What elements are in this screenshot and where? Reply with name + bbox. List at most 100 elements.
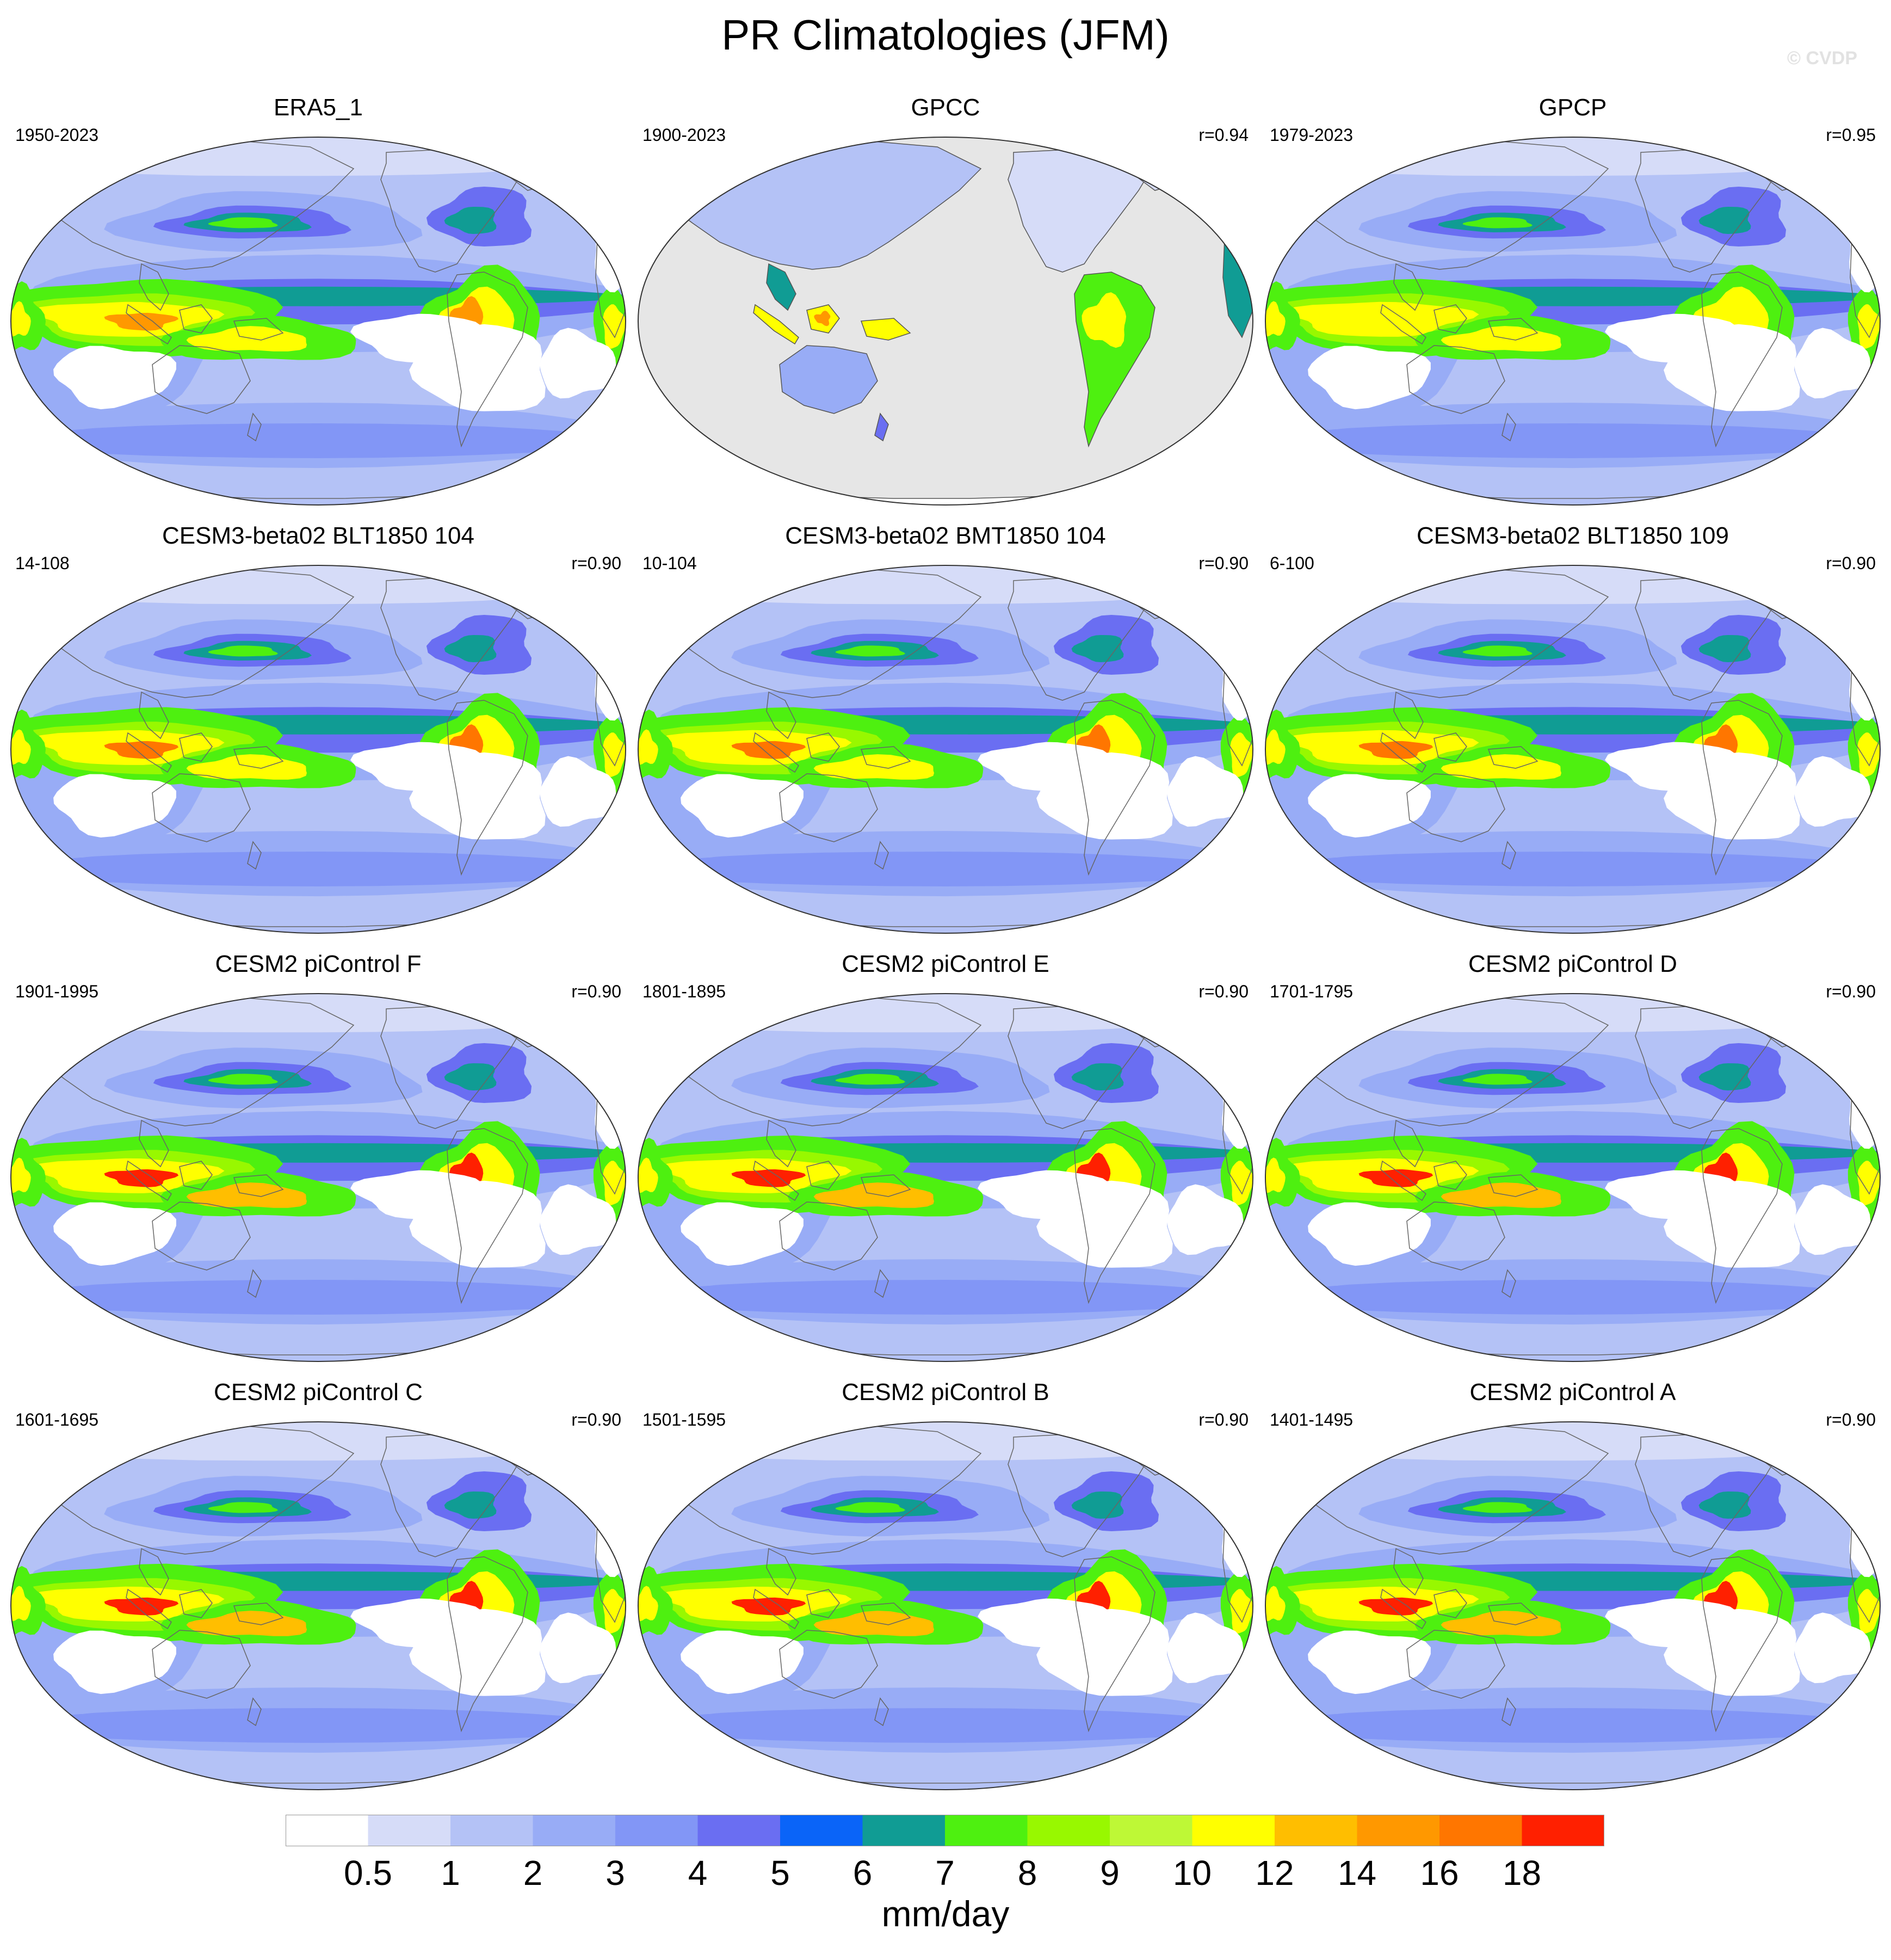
precip-africa-core xyxy=(603,732,626,777)
precip-warm-pool-peak xyxy=(731,1597,806,1616)
precip-spcz-core xyxy=(1441,1182,1561,1208)
panel-correlation: r=0.90 xyxy=(1826,553,1876,573)
precip-dry-south-indian xyxy=(681,1630,804,1694)
panel-correlation: r=0.90 xyxy=(571,982,621,1001)
coast-indochina xyxy=(766,1548,796,1596)
precip-west-indian-core xyxy=(638,1157,658,1193)
coast-borneo xyxy=(179,304,213,334)
map-frame xyxy=(10,565,626,934)
panel-title: CESM3-beta02 BLT1850 104 xyxy=(162,522,474,549)
coast-southamerica xyxy=(1074,1556,1155,1733)
colorbar-swatch xyxy=(1357,1815,1440,1846)
panel-title: CESM2 piControl D xyxy=(1468,951,1677,977)
precip-dry-south-indian xyxy=(1308,1630,1431,1694)
colorbar-tick-label: 12 xyxy=(1255,1853,1294,1893)
precip-southern-ocean-inner xyxy=(22,852,626,886)
coast-borneo xyxy=(179,1161,213,1190)
precip-north-pacific-inner xyxy=(208,217,279,229)
precip-map xyxy=(10,993,626,1362)
map-frame xyxy=(1265,137,1881,506)
precip-north-pacific-inner xyxy=(208,1074,279,1085)
coast-borneo xyxy=(806,732,840,762)
precip-west-indian-core xyxy=(11,301,31,337)
colorbar-tick-label: 9 xyxy=(1100,1853,1120,1893)
precip-dry-southeast-atlantic xyxy=(540,328,616,399)
map-frame xyxy=(638,565,1253,934)
precip-map xyxy=(10,1421,626,1790)
coast-sumatra xyxy=(126,1588,172,1630)
precip-spcz-core xyxy=(186,1182,307,1208)
panel-years: 1601-1695 xyxy=(15,1410,99,1429)
coast-australia xyxy=(152,1201,251,1271)
coast-newguinea xyxy=(860,746,911,769)
colorbar-swatch xyxy=(450,1815,533,1846)
colorbar-swatch xyxy=(615,1815,698,1846)
coast-borneo xyxy=(1433,1589,1467,1618)
map-panel: CESM3-beta02 BMT1850 104 10-104 r=0.90 xyxy=(633,521,1258,951)
coast-africa xyxy=(1222,1068,1253,1195)
precip-southern-ocean-inner xyxy=(22,1280,626,1315)
panel-title: GPCP xyxy=(1538,94,1607,121)
precip-map xyxy=(10,137,626,506)
map-frame xyxy=(1265,565,1881,934)
coast-indochina xyxy=(139,263,169,311)
precip-map xyxy=(1265,993,1881,1362)
precip-warm-pool-peak xyxy=(1358,312,1433,331)
panel-correlation: r=0.90 xyxy=(1198,1410,1249,1429)
precip-southern-ocean-inner xyxy=(649,1280,1253,1315)
coast-indochina xyxy=(1393,691,1424,739)
coast-borneo xyxy=(806,1589,840,1618)
precip-warm-pool-peak xyxy=(104,741,179,759)
colorbar-swatch xyxy=(1439,1815,1522,1846)
precip-dry-southeast-atlantic xyxy=(1794,756,1871,827)
map-panel: GPCP 1979-2023 r=0.95 xyxy=(1260,93,1886,522)
precip-spcz-core xyxy=(1441,326,1561,352)
precip-southern-ocean-inner xyxy=(1276,1708,1880,1743)
colorbar-swatch xyxy=(780,1815,863,1846)
land-newguinea xyxy=(860,318,911,341)
coast-sumatra xyxy=(1380,1588,1426,1630)
precip-spcz-core xyxy=(186,1611,307,1636)
colorbar-tick-label: 6 xyxy=(852,1853,873,1893)
panel-years: 6-100 xyxy=(1270,553,1314,573)
map-panel: CESM2 piControl D 1701-1795 r=0.90 xyxy=(1260,949,1886,1379)
precip-dry-south-indian xyxy=(1308,774,1431,838)
coast-newguinea xyxy=(860,1174,911,1197)
precip-southern-ocean-inner xyxy=(1276,852,1880,886)
precip-dry-south-indian xyxy=(1308,346,1431,410)
coast-africa xyxy=(595,639,626,767)
coast-africa xyxy=(1850,639,1880,767)
coast-newguinea xyxy=(1487,1174,1538,1197)
map-frame xyxy=(10,993,626,1362)
panel-years: 1900-2023 xyxy=(642,125,726,145)
panel-correlation: r=0.90 xyxy=(1198,982,1249,1001)
coast-borneo xyxy=(179,732,213,762)
map-panel: CESM2 piControl C 1601-1695 r=0.90 xyxy=(5,1377,631,1807)
coast-southamerica xyxy=(1701,1128,1783,1304)
colorbar-swatch xyxy=(1522,1815,1604,1846)
watermark: © CVDP xyxy=(1787,48,1857,69)
coast-indochina xyxy=(139,1548,169,1596)
borneo-rain-core xyxy=(814,310,831,326)
coast-newguinea xyxy=(233,1602,284,1625)
colorbar-border xyxy=(286,1815,1604,1846)
coast-sumatra xyxy=(126,304,172,345)
coast-australia xyxy=(1406,1630,1505,1699)
panel-correlation: r=0.95 xyxy=(1826,125,1876,145)
coast-africa xyxy=(1850,1068,1880,1195)
colorbar-swatch xyxy=(697,1815,781,1846)
colorbar-swatch xyxy=(368,1815,451,1846)
map-panel: CESM3-beta02 BLT1850 109 6-100 r=0.90 xyxy=(1260,521,1886,951)
coast-australia xyxy=(1406,345,1505,414)
precip-north-pacific-inner xyxy=(835,1074,906,1085)
colorbar-swatch xyxy=(1110,1815,1192,1846)
coast-southamerica xyxy=(447,700,528,876)
precip-north-pacific-inner xyxy=(1462,645,1533,657)
map-frame xyxy=(1265,1421,1881,1790)
precip-dry-south-indian xyxy=(681,774,804,838)
coast-newzealand xyxy=(1501,1697,1516,1727)
precip-map xyxy=(638,137,1253,506)
panel-correlation: r=0.90 xyxy=(1198,553,1249,573)
colorbar-tick-label: 4 xyxy=(688,1853,708,1893)
precip-dry-southeast-atlantic xyxy=(1794,328,1871,399)
